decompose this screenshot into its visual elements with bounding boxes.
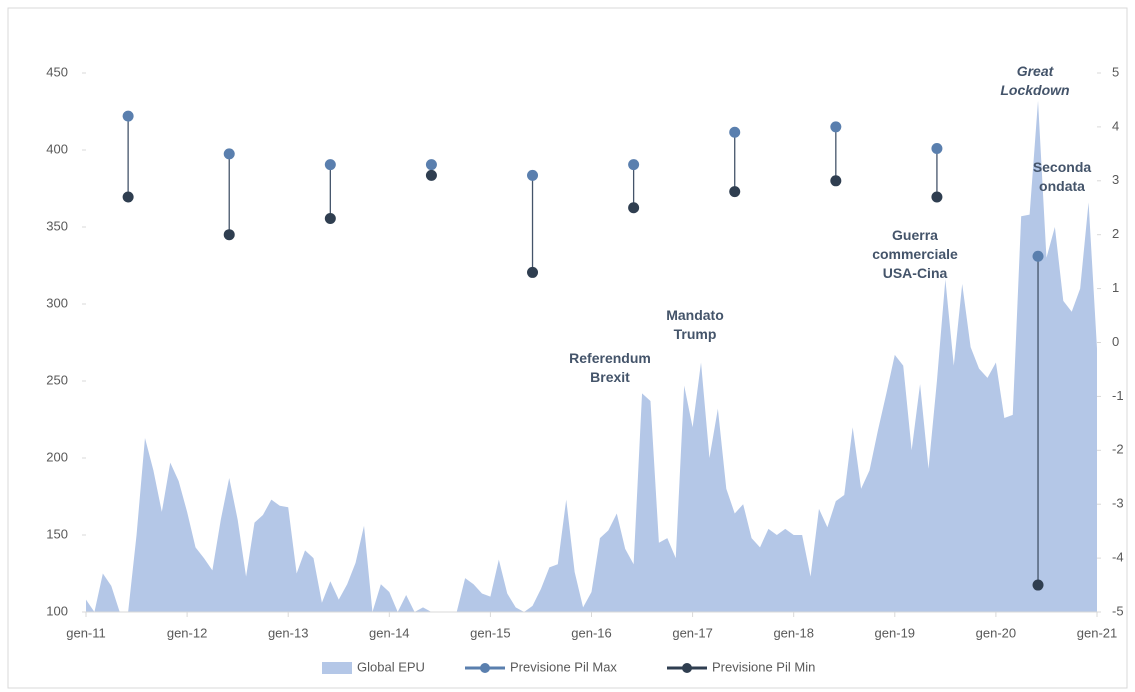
dot [931,142,943,154]
y2-tick-label: 2 [1112,226,1119,241]
y2-tick-label: -4 [1112,550,1124,565]
legend-dot [682,663,692,673]
legend-label: Previsione Pil Max [510,659,617,674]
y2-tick-label: 4 [1112,118,1119,133]
dot [223,229,235,241]
x-tick-label: gen-11 [66,625,106,640]
dot [729,126,741,138]
y-tick-label: 200 [46,449,68,464]
y2-tick-label: -3 [1112,496,1124,511]
dot [1032,579,1044,591]
y-tick-label: 100 [46,603,68,618]
y2-tick-label: 5 [1112,64,1119,79]
annotation-line: Mandato [666,307,724,323]
annotation-line: commerciale [872,246,958,262]
dot [628,159,640,171]
annotation-line: Great [1017,63,1055,79]
x-tick-label: gen-15 [470,625,510,640]
dot [223,148,235,160]
dot [729,186,741,198]
x-tick-label: gen-12 [167,625,207,640]
y-tick-label: 400 [46,141,68,156]
x-tick-label: gen-18 [773,625,813,640]
y2-tick-label: 1 [1112,280,1119,295]
y-tick-label: 150 [46,526,68,541]
annotation-line: Guerra [892,227,938,243]
x-tick-label: gen-13 [268,625,308,640]
annotation-line: ondata [1039,178,1085,194]
x-tick-label: gen-16 [571,625,611,640]
dot [425,169,437,181]
y2-tick-label: -1 [1112,388,1124,403]
annotation: Referendum Brexit [569,350,651,385]
dot [122,191,134,203]
y-tick-label: 300 [46,295,68,310]
annotation: Mandato Trump [666,307,724,342]
dot [830,121,842,133]
annotation-line: Trump [674,326,717,342]
annotation-line: Seconda [1033,159,1092,175]
legend-swatch [322,662,352,674]
x-tick-label: gen-17 [672,625,712,640]
y-tick-label: 350 [46,218,68,233]
legend-dot [480,663,490,673]
dot [324,159,336,171]
y2-tick-label: 0 [1112,334,1119,349]
annotation: Seconda ondata [1033,159,1092,194]
annotation: Great Lockdown [1000,63,1069,98]
annotation-line: USA-Cina [883,265,948,281]
legend-label: Previsione Pil Min [712,659,815,674]
y2-tick-label: 3 [1112,172,1119,187]
dot [324,213,336,225]
annotation-line: Brexit [590,369,630,385]
dot [425,159,437,171]
dot [628,202,640,214]
x-tick-label: gen-21 [1077,625,1117,640]
x-tick-label: gen-20 [976,625,1016,640]
dot [931,191,943,203]
annotation: Guerra commerciale USA-Cina [872,227,958,281]
dot [830,175,842,187]
x-tick-label: gen-14 [369,625,409,640]
annotation-line: Lockdown [1000,82,1069,98]
area [86,100,1097,612]
y2-tick-label: -2 [1112,442,1124,457]
dot [1032,250,1044,262]
y2-tick-label: -5 [1112,603,1124,618]
y-tick-label: 250 [46,372,68,387]
y-tick-label: 450 [46,64,68,79]
dot [527,266,539,278]
x-tick-label: gen-19 [875,625,915,640]
legend-label: Global EPU [357,659,425,674]
dot [527,169,539,181]
annotation-line: Referendum [569,350,651,366]
dot [122,110,134,122]
